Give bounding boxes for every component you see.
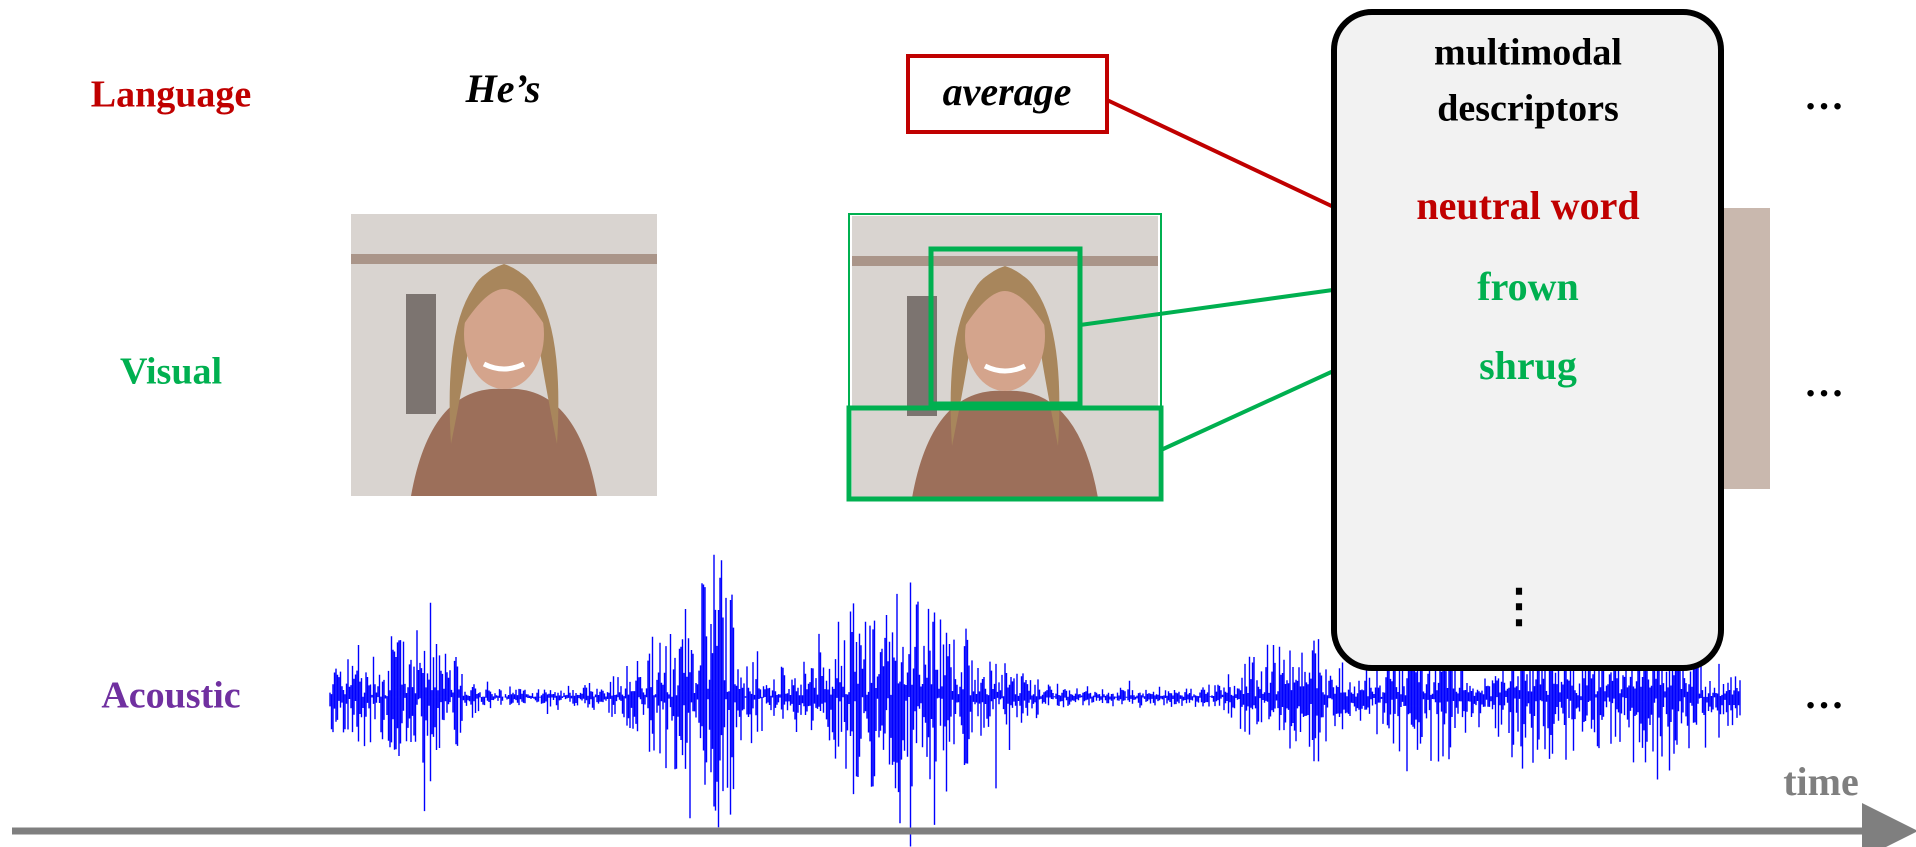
vertical-ellipsis: ⋮ bbox=[1496, 581, 1542, 632]
connector bbox=[1161, 368, 1340, 450]
descriptor: shrug bbox=[1479, 343, 1577, 388]
ellipsis: … bbox=[1804, 360, 1844, 405]
ellipsis: … bbox=[1804, 672, 1844, 717]
ellipsis: … bbox=[1804, 73, 1844, 118]
descriptor-title: multimodal bbox=[1434, 32, 1622, 74]
axis-label: time bbox=[1783, 759, 1859, 804]
page: Language Visual Acoustic He’s average mu… bbox=[0, 0, 1916, 847]
modality-label: Visual bbox=[120, 351, 222, 393]
diagram: Language Visual Acoustic He’s average mu… bbox=[0, 0, 1916, 847]
word: He’s bbox=[465, 66, 541, 111]
word: average bbox=[943, 69, 1072, 114]
descriptor-title: descriptors bbox=[1437, 88, 1619, 130]
video-frame bbox=[852, 216, 1158, 498]
descriptor: neutral word bbox=[1416, 183, 1639, 228]
video-frame bbox=[351, 214, 657, 496]
modality-label: Language bbox=[91, 74, 251, 116]
connector bbox=[1107, 100, 1340, 210]
modality-label: Acoustic bbox=[101, 675, 240, 717]
descriptor: frown bbox=[1477, 264, 1578, 309]
